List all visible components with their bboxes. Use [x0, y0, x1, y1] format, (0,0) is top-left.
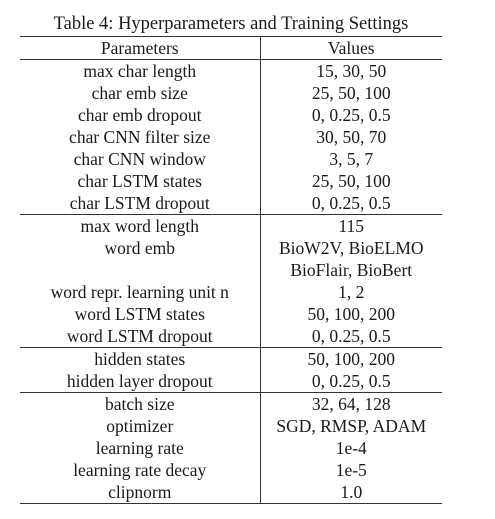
- value-cell: SGD, RMSP, ADAM: [276, 416, 427, 436]
- hyperparameter-table: Parameters Values max char length 15, 30,…: [20, 36, 442, 504]
- table-row: char CNN window 3, 5, 7: [20, 148, 442, 170]
- value-cell: 3, 5, 7: [329, 149, 374, 169]
- value-cell: 50, 100, 200: [260, 347, 442, 370]
- value-cell: 1, 2: [338, 282, 365, 302]
- parameter-cell: char emb size: [20, 82, 261, 104]
- table-row-group: max word length 115 word emb BioW2V, BioELM…: [20, 214, 442, 348]
- parameter-cell: char LSTM dropout: [20, 192, 261, 215]
- value-cell: 50, 100, 200: [307, 304, 396, 324]
- value-cell: 1e-4: [335, 438, 367, 458]
- table-row: max char length 15, 30, 50: [20, 59, 442, 82]
- table-row: word emb BioW2V, BioELMO: [20, 237, 442, 259]
- header-values: Values: [260, 36, 442, 60]
- parameter-cell: [20, 259, 261, 281]
- parameter-cell: word emb: [20, 237, 261, 259]
- parameter-cell: hidden states: [20, 347, 261, 370]
- parameter-cell: word LSTM dropout: [20, 325, 261, 348]
- parameter-cell: char CNN filter size: [20, 126, 261, 148]
- value-cell: 32, 64, 128: [260, 392, 442, 415]
- value-cell: 0, 0.25, 0.5: [311, 371, 391, 391]
- table-row: batch size 32, 64, 128: [20, 392, 442, 415]
- parameter-cell: word repr. learning unit n: [20, 281, 261, 303]
- parameter-cell: optimizer: [20, 415, 261, 437]
- parameter-cell: char emb dropout: [20, 104, 261, 126]
- table-header-row: Parameters Values: [20, 36, 442, 60]
- table-row: hidden states 50, 100, 200: [20, 347, 442, 370]
- table-row: optimizer SGD, RMSP, ADAM: [20, 415, 442, 437]
- table-row: char LSTM states 25, 50, 100: [20, 170, 442, 192]
- value-cell: 25, 50, 100: [311, 83, 391, 103]
- value-cell: 0, 0.25, 0.5: [311, 105, 391, 125]
- parameter-cell: hidden layer dropout: [20, 370, 261, 393]
- parameter-cell: learning rate: [20, 437, 261, 459]
- value-cell: 115: [260, 214, 442, 237]
- parameter-cell: char LSTM states: [20, 170, 261, 192]
- value-cell: 25, 50, 100: [311, 171, 391, 191]
- table-row: word LSTM dropout 0, 0.25, 0.5: [20, 325, 442, 348]
- table-row-group: hidden states 50, 100, 200 hidden layer dr…: [20, 347, 442, 393]
- table-row: char LSTM dropout 0, 0.25, 0.5: [20, 192, 442, 215]
- value-cell: 0, 0.25, 0.5: [311, 326, 391, 346]
- table-row: BioFlair, BioBert: [20, 259, 442, 281]
- table-row: learning rate 1e-4: [20, 437, 442, 459]
- table-row: char emb dropout 0, 0.25, 0.5: [20, 104, 442, 126]
- parameter-cell: max char length: [20, 59, 261, 82]
- hyperparameter-table-container: Table 4: Hyperparameters and Training Se…: [20, 12, 442, 504]
- table-row: word repr. learning unit n 1, 2: [20, 281, 442, 303]
- table-row: word LSTM states 50, 100, 200: [20, 303, 442, 325]
- table-row: max word length 115: [20, 214, 442, 237]
- table-row: learning rate decay 1e-5: [20, 459, 442, 481]
- table-row: char emb size 25, 50, 100: [20, 82, 442, 104]
- value-cell: 0, 0.25, 0.5: [311, 193, 391, 213]
- table-row-group: max char length 15, 30, 50 char emb size 25…: [20, 59, 442, 215]
- table-row-group: batch size 32, 64, 128 optimizer SGD, RMSP,…: [20, 392, 442, 504]
- value-cell: 30, 50, 70: [316, 127, 387, 147]
- value-cell: 15, 30, 50: [316, 61, 387, 81]
- table-row: hidden layer dropout 0, 0.25, 0.5: [20, 370, 442, 393]
- parameter-cell: batch size: [20, 392, 261, 415]
- parameter-cell: clipnorm: [20, 481, 261, 504]
- table-caption: Table 4: Hyperparameters and Training Se…: [53, 14, 409, 34]
- parameter-cell: max word length: [20, 214, 261, 237]
- parameter-cell: word LSTM states: [20, 303, 261, 325]
- table-row: clipnorm 1.0: [20, 481, 442, 504]
- value-cell: 1.0: [340, 482, 363, 502]
- table-row: char CNN filter size 30, 50, 70: [20, 126, 442, 148]
- value-cell: BioW2V, BioELMO: [278, 238, 424, 258]
- value-cell: 1e-5: [335, 460, 367, 480]
- parameter-cell: char CNN window: [20, 148, 261, 170]
- parameter-cell: learning rate decay: [20, 459, 261, 481]
- value-cell: BioFlair, BioBert: [290, 260, 413, 280]
- header-parameters: Parameters: [20, 36, 261, 60]
